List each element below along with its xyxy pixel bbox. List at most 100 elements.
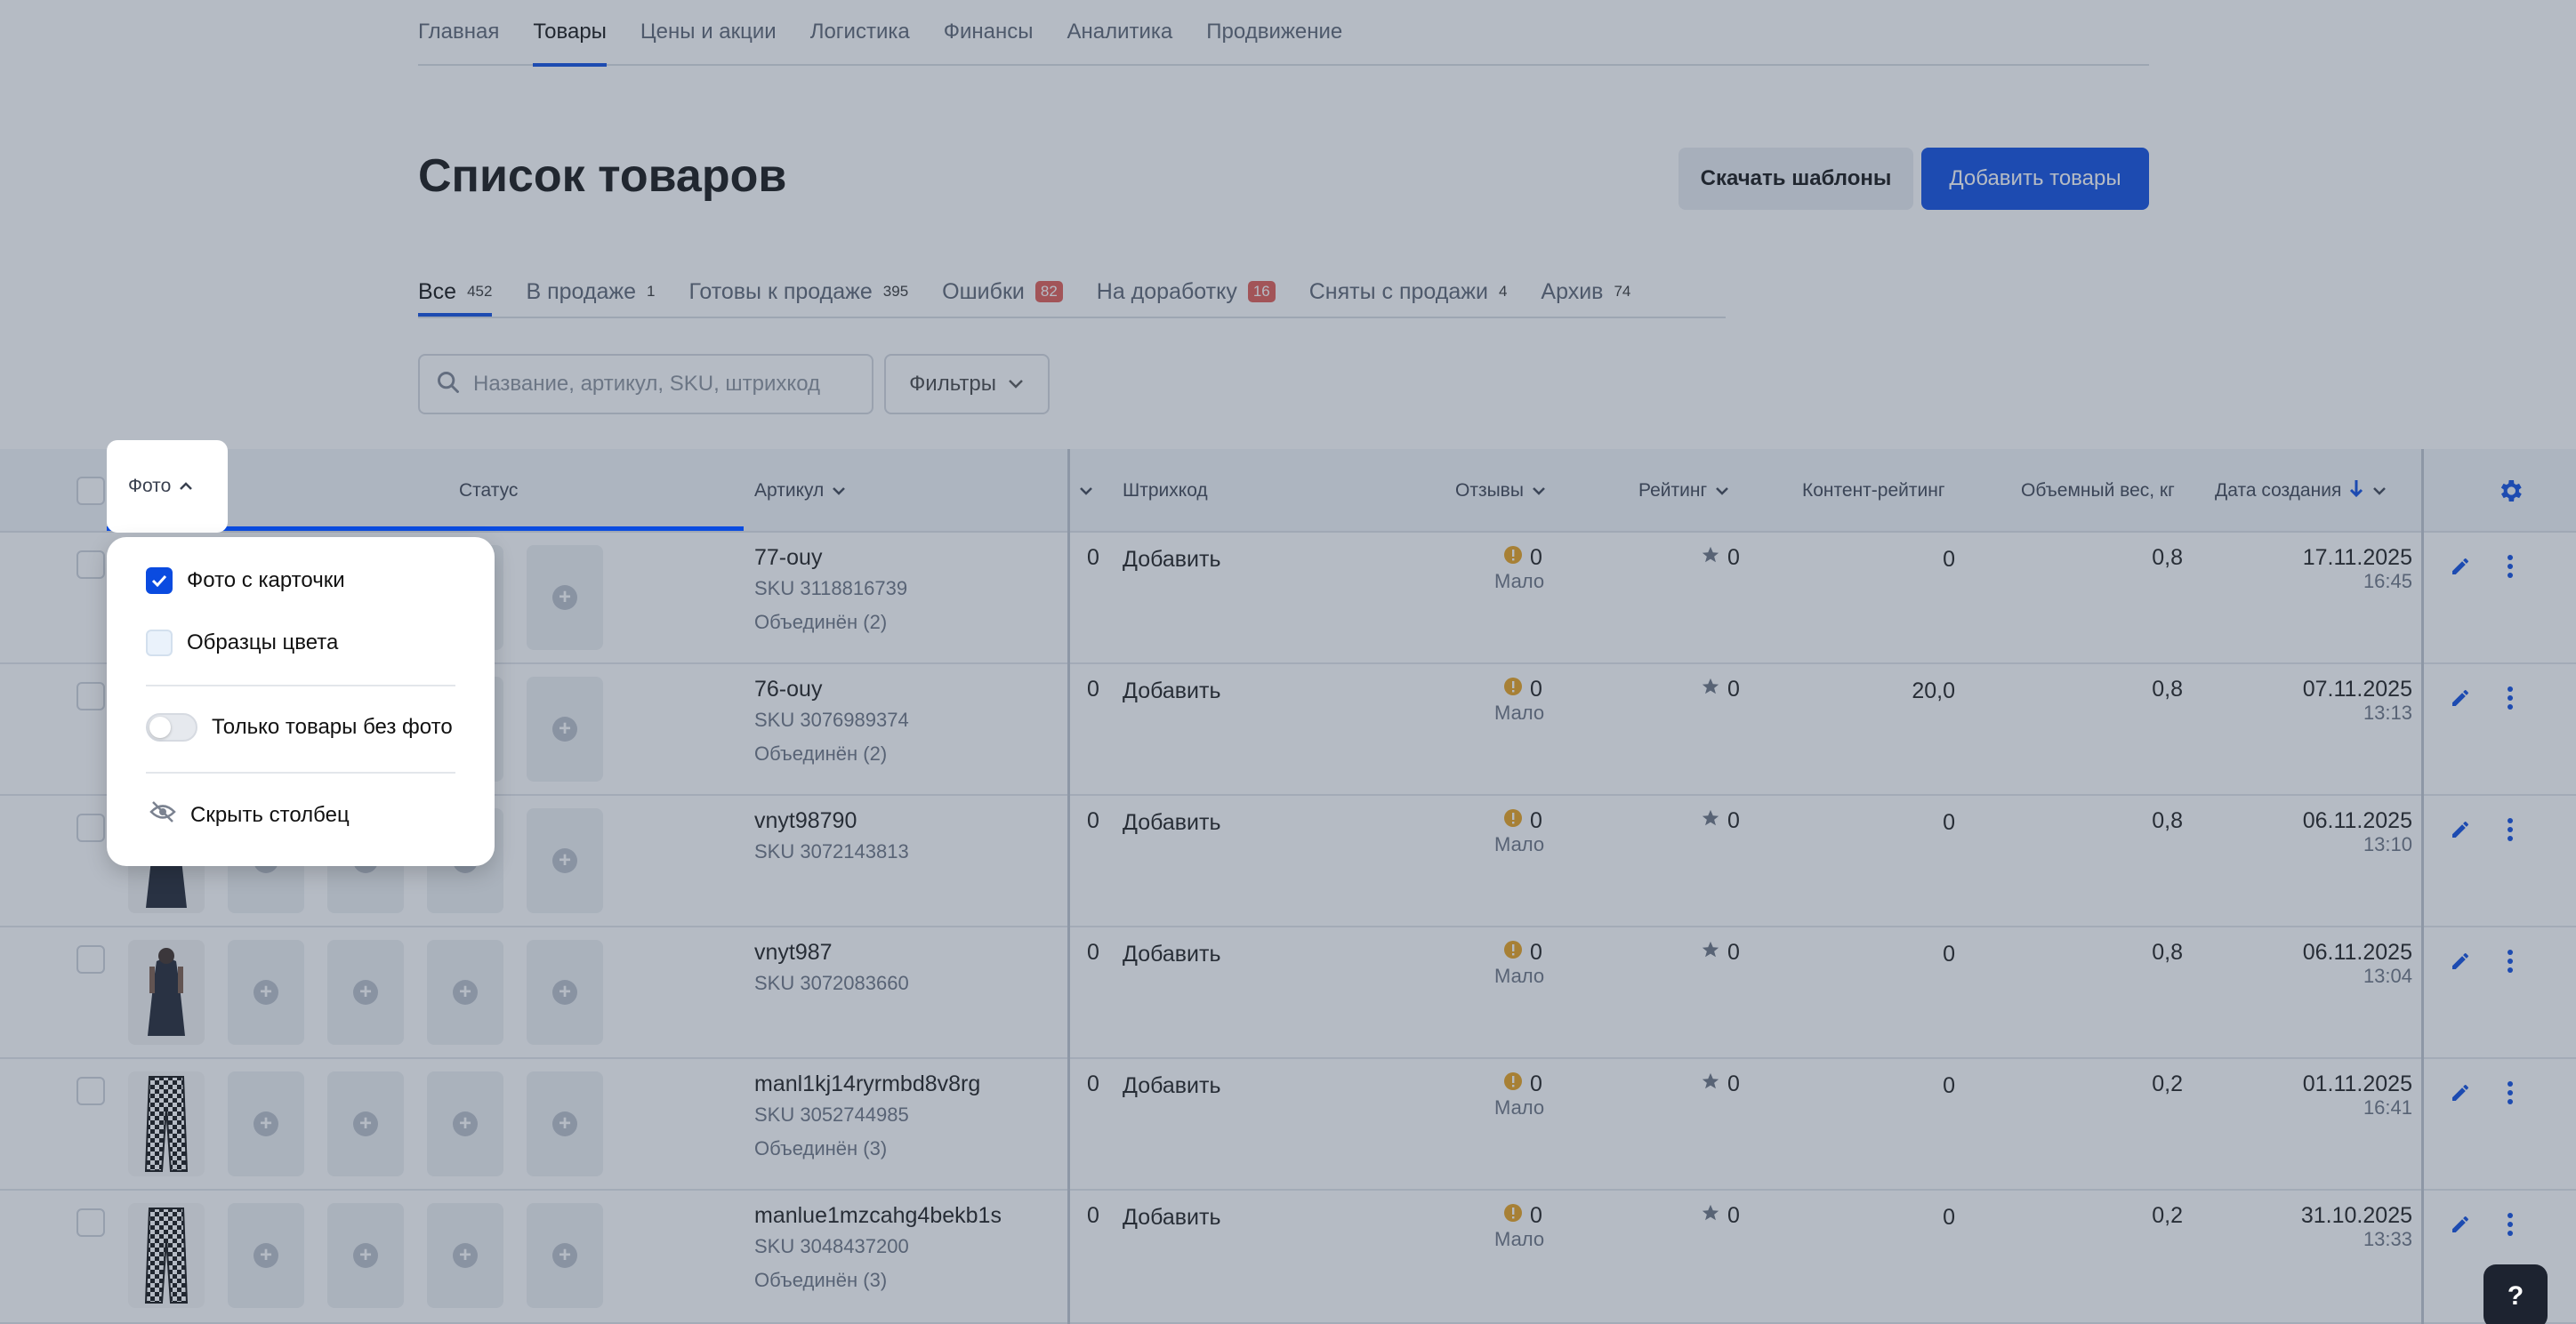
add-photo-slot[interactable]: + bbox=[427, 1203, 503, 1308]
tab-removed[interactable]: Сняты с продажи 4 bbox=[1309, 267, 1508, 317]
article[interactable]: vnyt98790 bbox=[754, 808, 857, 833]
add-photo-slot[interactable]: + bbox=[228, 1071, 304, 1176]
nav-item-prices[interactable]: Цены и акции bbox=[640, 20, 777, 44]
option-hide-column[interactable]: Скрыть столбец bbox=[149, 800, 350, 830]
more-vertical-icon[interactable] bbox=[2492, 549, 2528, 584]
volume-weight: 0,8 bbox=[2152, 677, 2183, 702]
checkbox-checked[interactable] bbox=[146, 567, 173, 594]
add-photo-slot[interactable]: + bbox=[527, 1203, 603, 1308]
column-header-rating[interactable]: Рейтинг bbox=[1638, 449, 1730, 533]
plus-icon: + bbox=[453, 1111, 478, 1136]
table-row[interactable]: + + + + manl1kj14ryrmbd8v8rg SKU 3052744… bbox=[0, 1059, 2576, 1191]
tab-errors[interactable]: Ошибки 82 bbox=[942, 267, 1063, 317]
row-checkbox[interactable] bbox=[76, 1208, 105, 1237]
add-photo-slot[interactable]: + bbox=[327, 940, 404, 1045]
add-photo-slot[interactable]: + bbox=[427, 1071, 503, 1176]
add-photo-slot[interactable]: + bbox=[427, 940, 503, 1045]
merged-link[interactable]: Объединён (3) bbox=[754, 1137, 888, 1160]
pencil-icon[interactable] bbox=[2443, 680, 2478, 716]
column-header-reviews[interactable]: Отзывы bbox=[1455, 449, 1547, 533]
product-photo[interactable] bbox=[128, 940, 205, 1045]
option-no-photo-toggle[interactable]: Только товары без фото bbox=[146, 713, 453, 742]
select-all-checkbox[interactable] bbox=[76, 477, 105, 505]
toggle-switch[interactable] bbox=[146, 713, 197, 742]
filters-button[interactable]: Фильтры bbox=[884, 354, 1050, 414]
volume-weight: 0,2 bbox=[2152, 1071, 2183, 1096]
nav-item-logistics[interactable]: Логистика bbox=[809, 20, 910, 44]
tab-all[interactable]: Все 452 bbox=[418, 267, 493, 317]
add-barcode-link[interactable]: Добавить bbox=[1123, 942, 1221, 967]
row-checkbox[interactable] bbox=[76, 945, 105, 974]
created-time: 13:13 bbox=[2363, 702, 2412, 724]
row-checkbox[interactable] bbox=[76, 550, 105, 579]
nav-item-promotion[interactable]: Продвижение bbox=[1206, 20, 1343, 44]
add-photo-slot[interactable]: + bbox=[527, 940, 603, 1045]
column-menu-chevron[interactable] bbox=[1078, 449, 1094, 533]
add-barcode-link[interactable]: Добавить bbox=[1123, 1073, 1221, 1098]
tab-ready[interactable]: Готовы к продаже 395 bbox=[688, 267, 908, 317]
article[interactable]: 76-ouy bbox=[754, 677, 823, 702]
article[interactable]: vnyt987 bbox=[754, 940, 833, 965]
column-header-created[interactable]: Дата создания bbox=[2215, 449, 2387, 533]
more-vertical-icon[interactable] bbox=[2492, 812, 2528, 847]
nav-item-finance[interactable]: Финансы bbox=[943, 20, 1034, 44]
reviews: 0 bbox=[1503, 1071, 1542, 1097]
tab-archive[interactable]: Архив 74 bbox=[1541, 267, 1630, 317]
reviews-count: 0 bbox=[1530, 940, 1542, 965]
add-barcode-link[interactable]: Добавить bbox=[1123, 1205, 1221, 1230]
table-row[interactable]: + + + + vnyt987 SKU 3072083660 0 Добавит… bbox=[0, 927, 2576, 1059]
merged-link[interactable]: Объединён (2) bbox=[754, 611, 888, 633]
pencil-icon[interactable] bbox=[2443, 812, 2478, 847]
more-vertical-icon[interactable] bbox=[2492, 680, 2528, 716]
help-button[interactable]: ? bbox=[2483, 1264, 2548, 1324]
row-checkbox[interactable] bbox=[76, 814, 105, 842]
product-photo[interactable] bbox=[128, 1203, 205, 1308]
merged-link[interactable]: Объединён (2) bbox=[754, 742, 888, 765]
article[interactable]: 77-ouy bbox=[754, 545, 823, 570]
warning-icon bbox=[1503, 545, 1523, 571]
row-checkbox[interactable] bbox=[76, 682, 105, 710]
quantity: 0 bbox=[1087, 545, 1099, 570]
table-row[interactable]: + + + + manlue1mzcahg4bekb1s SKU 3048437… bbox=[0, 1191, 2576, 1324]
checkbox-unchecked[interactable] bbox=[146, 630, 173, 656]
add-barcode-link[interactable]: Добавить bbox=[1123, 678, 1221, 703]
product-photo[interactable] bbox=[128, 1071, 205, 1176]
pencil-icon[interactable] bbox=[2443, 943, 2478, 979]
add-photo-slot[interactable]: + bbox=[527, 808, 603, 913]
add-photo-slot[interactable]: + bbox=[327, 1071, 404, 1176]
option-color-samples[interactable]: Образцы цвета bbox=[146, 630, 338, 656]
add-photo-slot[interactable]: + bbox=[527, 677, 603, 782]
more-vertical-icon[interactable] bbox=[2492, 943, 2528, 979]
add-products-button[interactable]: Добавить товары bbox=[1921, 148, 2149, 210]
download-templates-button[interactable]: Скачать шаблоны bbox=[1678, 148, 1913, 210]
article[interactable]: manl1kj14ryrmbd8v8rg bbox=[754, 1071, 981, 1096]
photo-column-header-active[interactable]: Фото bbox=[107, 440, 228, 533]
more-vertical-icon[interactable] bbox=[2492, 1075, 2528, 1111]
pencil-icon[interactable] bbox=[2443, 1075, 2478, 1111]
add-photo-slot[interactable]: + bbox=[327, 1203, 404, 1308]
add-photo-slot[interactable]: + bbox=[527, 545, 603, 650]
plus-icon: + bbox=[552, 980, 577, 1005]
merged-link[interactable]: Объединён (3) bbox=[754, 1269, 888, 1291]
row-checkbox[interactable] bbox=[76, 1077, 105, 1105]
pencil-icon[interactable] bbox=[2443, 549, 2478, 584]
content-rating: 0 bbox=[1943, 547, 1955, 572]
option-card-photo[interactable]: Фото с карточки bbox=[146, 567, 345, 594]
add-photo-slot[interactable]: + bbox=[527, 1071, 603, 1176]
pencil-icon[interactable] bbox=[2443, 1207, 2478, 1242]
nav-item-analytics[interactable]: Аналитика bbox=[1067, 20, 1173, 44]
tab-on-sale[interactable]: В продаже 1 bbox=[526, 267, 655, 317]
search-input[interactable] bbox=[473, 372, 865, 397]
add-barcode-link[interactable]: Добавить bbox=[1123, 547, 1221, 572]
add-photo-slot[interactable]: + bbox=[228, 940, 304, 1045]
nav-item-products[interactable]: Товары bbox=[533, 0, 607, 67]
column-header-article[interactable]: Артикул bbox=[754, 449, 847, 533]
add-barcode-link[interactable]: Добавить bbox=[1123, 810, 1221, 835]
add-photo-slot[interactable]: + bbox=[228, 1203, 304, 1308]
gear-icon[interactable] bbox=[2492, 473, 2528, 509]
more-vertical-icon[interactable] bbox=[2492, 1207, 2528, 1242]
article[interactable]: manlue1mzcahg4bekb1s bbox=[754, 1203, 1002, 1228]
nav-item-main[interactable]: Главная bbox=[418, 20, 500, 44]
tab-rework[interactable]: На доработку 16 bbox=[1097, 267, 1276, 317]
